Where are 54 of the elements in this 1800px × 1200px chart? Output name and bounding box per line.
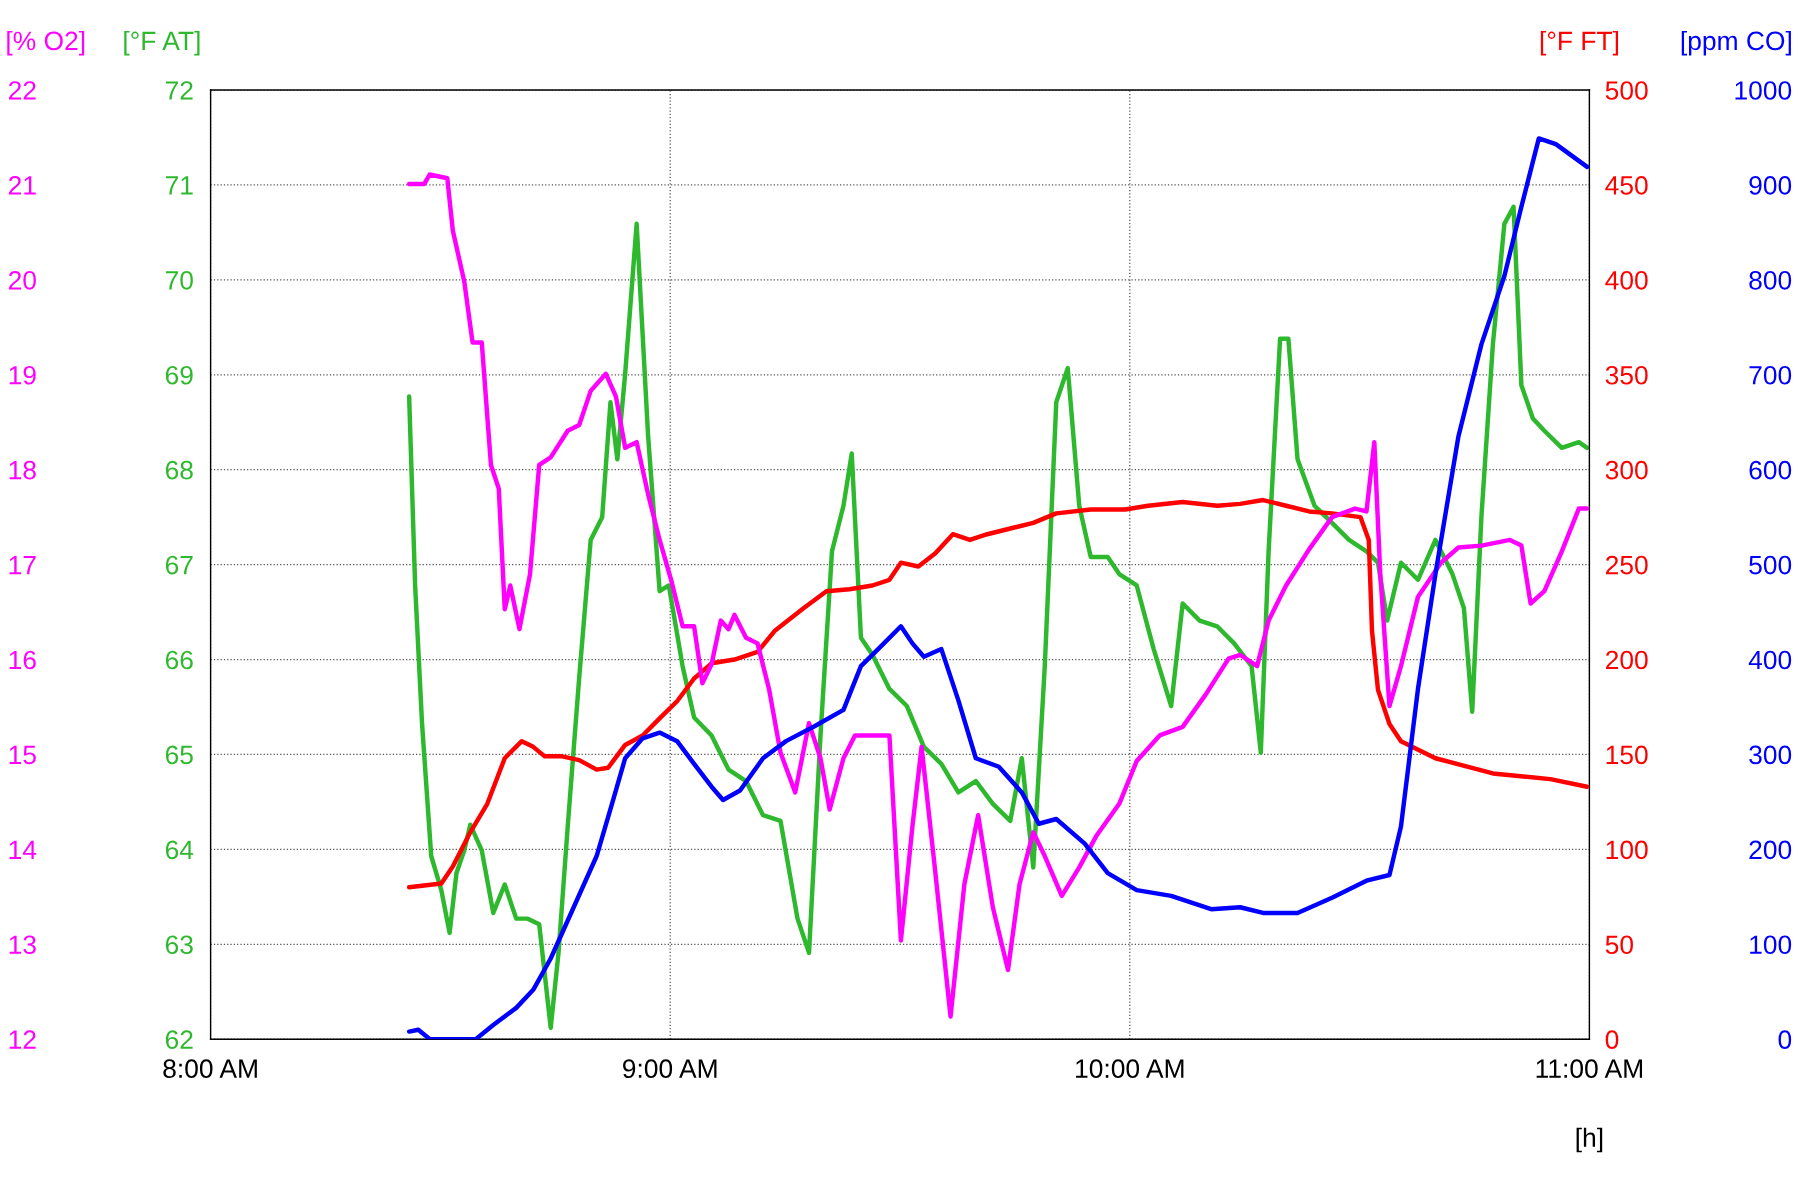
y2-tick-label: 800 [1749,270,1792,290]
y-tick-label: 71 [165,176,193,195]
y-tick-label: 62 [165,1030,193,1050]
y-tick-label: 16 [9,650,36,670]
y-tick-label: 64 [165,840,194,860]
y-tick-label: 17 [9,556,36,575]
x-tick-label: 9:00 AM [623,1059,717,1079]
x-tick-label: 8:00 AM [163,1059,257,1079]
y-tick-label: 20 [8,270,36,290]
y-tick-label: 12 [9,1030,36,1049]
y-tick-label: 14 [9,840,37,859]
y2-tick-label: 200 [1606,650,1648,670]
y-tick-label: 63 [165,935,193,955]
y-tick-label: 67 [165,555,193,575]
y2-tick-label: 100 [1750,935,1792,955]
y2-tick-label: 400 [1748,650,1792,670]
y2-tick-label: 500 [1749,555,1792,575]
y2-tick-label: 200 [1749,840,1792,860]
y2-tick-label: 350 [1605,365,1648,385]
y2-tick-label: 300 [1605,460,1648,480]
y2-tick-label: 150 [1606,745,1648,765]
y2-tick-label: 250 [1606,555,1648,575]
y-tick-label: 15 [9,745,36,765]
y-tick-label: 22 [8,81,36,100]
x-tick-label: 11:00 AM [1536,1059,1643,1079]
x-tick-label: 10:00 AM [1076,1059,1184,1079]
y-tick-label: 72 [165,81,193,100]
y2-tick-label: 1000 [1735,81,1792,100]
y2-tick-label: 700 [1749,365,1792,385]
y2-tick-label: 900 [1749,176,1792,195]
y-tick-label: 65 [165,745,193,765]
y2-tick-label: 500 [1605,81,1648,100]
x-axis-title: [h] [1576,1127,1603,1153]
y-tick-label: 69 [165,365,193,385]
y2-axis-title: [°F FT] [1540,30,1619,56]
y2-axis-title: [ppm CO] [1681,30,1791,56]
y-axis-title: [% O2] [7,30,85,56]
y-tick-label: 19 [9,365,36,385]
y-tick-label: 13 [9,935,36,955]
y2-tick-label: 450 [1605,176,1648,195]
y-tick-label: 18 [9,460,36,480]
y-tick-label: 70 [165,270,193,290]
y2-tick-label: 0 [1778,1030,1792,1050]
y-tick-label: 66 [165,650,193,670]
y2-tick-label: 400 [1605,270,1648,290]
y2-tick-label: 50 [1605,935,1633,955]
y2-tick-label: 100 [1606,840,1648,860]
y-tick-label: 21 [8,176,36,195]
y2-tick-label: 0 [1605,1030,1619,1050]
y-tick-label: 68 [165,460,193,480]
line-series [406,497,1590,890]
y2-tick-label: 300 [1749,745,1792,765]
y-axis-title: [°F AT] [124,30,200,56]
y2-tick-label: 600 [1749,460,1792,480]
